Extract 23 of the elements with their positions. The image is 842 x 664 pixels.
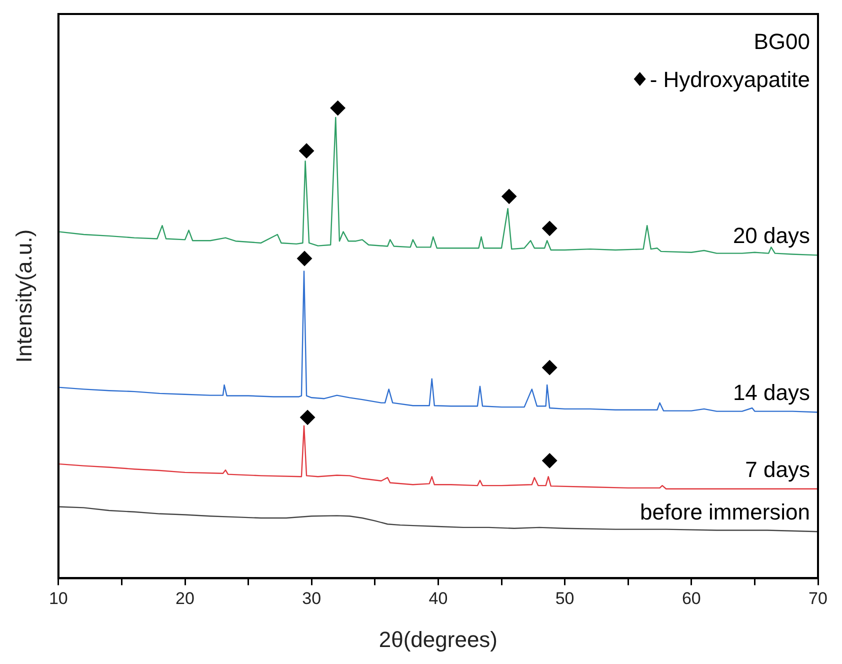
series-label: 7 days <box>745 456 810 482</box>
legend-label: - Hydroxyapatite <box>650 67 810 92</box>
y-axis-title: Intensity(a.u.) <box>11 229 36 363</box>
point <box>542 360 558 376</box>
point <box>542 220 558 236</box>
x-tick-label: 70 <box>808 589 828 608</box>
x-tick-label: 40 <box>428 589 448 608</box>
x-axis-title: 2θ(degrees) <box>378 626 498 652</box>
point <box>299 143 314 158</box>
series-label: 20 days <box>732 223 810 248</box>
series-label: before immersion <box>640 500 810 525</box>
point <box>542 453 558 468</box>
legend-title: BG00 <box>754 29 810 54</box>
point <box>297 250 312 266</box>
point <box>330 100 346 116</box>
x-tick-label: 50 <box>555 589 574 608</box>
point <box>300 410 316 425</box>
point <box>502 188 517 204</box>
series-label: 14 days <box>732 380 810 406</box>
x-tick-label: 60 <box>682 589 701 608</box>
x-tick-label: 20 <box>176 589 194 608</box>
x-tick-label: 10 <box>48 589 68 608</box>
x-tick-label: 30 <box>302 589 322 608</box>
